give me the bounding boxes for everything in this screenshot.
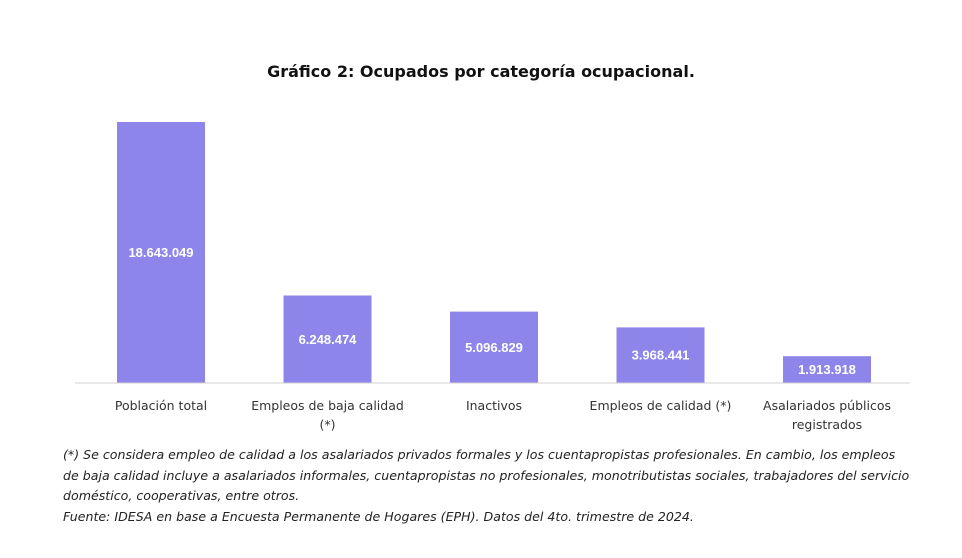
- category-tick-label: Población total: [115, 398, 207, 413]
- category-labels-group: Población total Empleos de baja calidad (*…: [115, 398, 891, 432]
- bar: [783, 356, 871, 383]
- chart-title: Gráfico 2: Ocupados por categoría ocupac…: [267, 62, 695, 81]
- footnote-text: (*) Se considera empleo de calidad a los…: [63, 447, 910, 503]
- source-text: Fuente: IDESA en base a Encuesta Permane…: [63, 508, 694, 524]
- category-tick-label: Inactivos: [466, 398, 522, 413]
- data-labels-group: 18.643.049 6.248.474 5.096.829 3.968.441 1.9…: [128, 245, 855, 377]
- bar: [283, 295, 372, 383]
- category-tick-label: registrados: [792, 417, 862, 432]
- bar-value-label: 1.913.918: [798, 362, 856, 377]
- bar-value-label: 18.643.049: [128, 245, 193, 260]
- category-tick-label: (*): [319, 417, 335, 432]
- category-tick-label: Empleos de baja calidad: [251, 398, 404, 413]
- category-tick-label: Empleos de calidad (*): [590, 398, 732, 413]
- category-tick-label: Asalariados públicos: [763, 398, 891, 413]
- bar: [616, 327, 705, 383]
- bars-group: [117, 122, 871, 383]
- bar: [117, 122, 205, 383]
- bar-value-label: 6.248.474: [299, 332, 358, 347]
- chart-notes: (*) Se considera empleo de calidad a los…: [63, 445, 913, 527]
- bar-value-label: 3.968.441: [632, 348, 690, 363]
- bar-chart: 18.643.049 6.248.474 5.096.829 3.968.441 1.9…: [75, 122, 910, 432]
- bar-value-label: 5.096.829: [465, 340, 523, 355]
- bar: [450, 311, 538, 383]
